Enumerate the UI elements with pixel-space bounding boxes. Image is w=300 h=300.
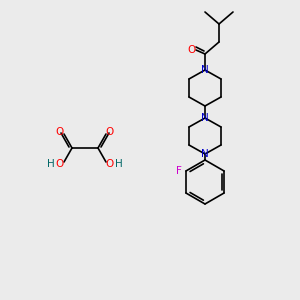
Text: F: F [176, 166, 182, 176]
Text: O: O [106, 159, 114, 169]
Text: O: O [106, 127, 114, 137]
Text: H: H [47, 159, 55, 169]
Text: O: O [56, 127, 64, 137]
Text: N: N [201, 113, 209, 123]
Text: N: N [201, 149, 209, 159]
Text: N: N [201, 65, 209, 75]
Text: O: O [56, 159, 64, 169]
Text: H: H [115, 159, 123, 169]
Text: O: O [187, 45, 195, 55]
